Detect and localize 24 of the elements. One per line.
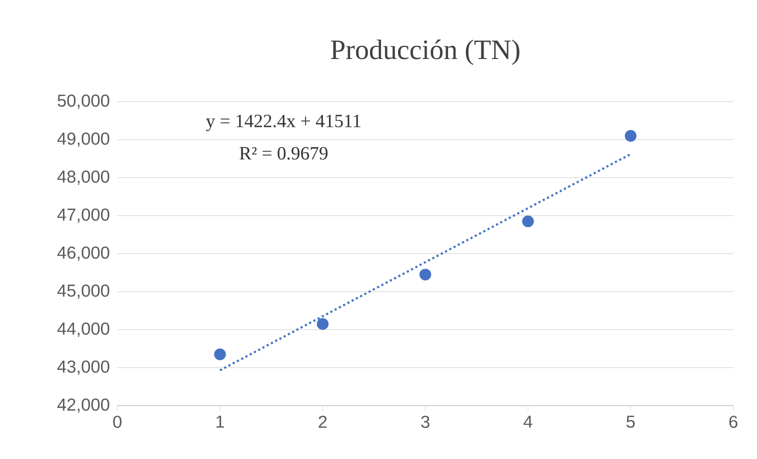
point xyxy=(419,268,432,280)
x-tick-label: 5 xyxy=(626,416,635,428)
x-tick-label: 2 xyxy=(318,416,327,428)
x-tick-label: 4 xyxy=(524,416,532,428)
point xyxy=(316,318,329,330)
x-tick-label: 1 xyxy=(216,416,224,428)
y-tick-label: 42,000 xyxy=(57,398,110,413)
y-tick-label: 48,000 xyxy=(57,170,110,185)
point xyxy=(214,348,226,360)
y-tick-label: 47,000 xyxy=(57,208,110,223)
annotation: R² = 0.9679 xyxy=(240,147,328,160)
point xyxy=(624,130,637,142)
chart-title: Producción (TN) xyxy=(330,40,520,65)
y-tick-label: 50,000 xyxy=(58,94,110,109)
y-tick-label: 46,000 xyxy=(57,246,110,261)
point xyxy=(522,215,534,228)
x-tick-label: 6 xyxy=(729,416,738,428)
x-tick-label: 3 xyxy=(421,416,430,428)
annotation: y = 1422.4x + 41511 xyxy=(206,114,360,132)
x-tick-label: 0 xyxy=(113,416,122,428)
y-tick-label: 43,000 xyxy=(57,360,110,375)
y-tick-label: 44,000 xyxy=(57,322,110,337)
y-tick-label: 45,000 xyxy=(57,284,110,299)
y-tick-label: 49,000 xyxy=(57,132,110,147)
